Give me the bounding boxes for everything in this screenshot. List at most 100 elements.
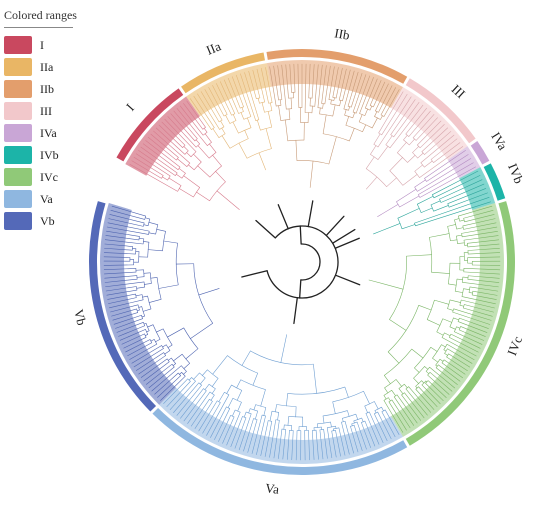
leaf-branch [197,93,220,130]
internal-branch [247,117,252,128]
internal-branch [136,286,146,289]
leaf-branch [112,312,139,321]
leaf-branch [138,150,176,176]
internal-branch [196,191,210,202]
leaf-branch [390,99,416,135]
leaf-branch [369,80,382,106]
leaf-branch [356,421,367,450]
leaf-branch [412,114,435,139]
internal-branch [380,115,383,120]
leaf-branch [415,201,491,227]
leaf-branch [164,118,197,153]
leaf-branch [252,69,261,99]
leaf-branch [381,411,396,438]
internal-branch [374,410,377,414]
internal-branch [212,128,220,138]
internal-branch [162,176,168,181]
leaf-branch [158,124,183,148]
legend-item-iia: IIa [4,56,95,78]
legend-label: Va [40,191,53,206]
internal-branch [355,413,359,420]
legend-item-vb: Vb [4,210,95,232]
internal-branch [421,380,425,384]
internal-branch [389,319,407,331]
backbone-arc [325,234,339,276]
leaf-branch [342,69,351,102]
internal-branch [287,416,290,426]
internal-branch [435,364,438,367]
leaf-branch [223,79,239,114]
leaf-branch [314,64,319,107]
leaf-branch [350,425,359,453]
internal-branch [232,409,236,417]
internal-branch [175,173,183,179]
legend-item-ivc: IVc [4,166,95,188]
leaf-branch [190,398,210,427]
leaf-branch [136,352,164,371]
internal-branch [430,200,441,206]
internal-branch [364,405,368,414]
internal-branch [141,315,145,318]
leaf-branch [244,72,260,121]
internal-branch [383,395,387,400]
leaf-branch [183,103,204,130]
leaf-branch [361,422,372,449]
internal-branch [413,377,419,384]
internal-branch [236,379,242,389]
leaf-branch [265,67,273,103]
internal-branch [387,351,400,364]
internal-branch [397,208,420,219]
internal-branch [362,124,367,133]
leaf-branch [236,74,252,117]
internal-branch [431,271,450,274]
internal-branch [172,363,176,366]
leaf-branch [380,87,396,116]
internal-branch [138,306,143,308]
internal-branch [183,363,190,369]
leaf-band-iib [266,59,403,108]
internal-branch [386,177,397,187]
internal-branch [279,99,282,106]
backbone-branch [334,274,361,286]
leaf-branch [160,375,186,401]
internal-branch [319,107,321,115]
legend: Colored ranges I IIa IIb III IVa IVb IVc Va Vb [0,0,95,232]
internal-branch [280,334,288,363]
internal-branch [430,347,438,352]
leaf-branch [347,71,359,107]
leaf-branch [319,429,324,460]
internal-branch [167,327,185,338]
leaf-branch [131,345,162,364]
leaf-branch [463,235,499,241]
leaf-branch [202,402,221,434]
internal-branch [313,363,317,394]
leaf-branch [204,89,223,121]
internal-branch [148,222,159,225]
leaf-branch [243,418,254,452]
clade-label-iib: IIb [333,25,351,42]
leaf-branch [338,68,347,101]
leaf-branch [421,127,448,152]
leaf-branch [104,239,144,245]
leaf-branch [234,417,247,449]
internal-branch [167,357,172,361]
leaf-branch [364,78,378,109]
leaf-branch [448,353,471,368]
leaf-branch [278,428,283,459]
range-ring-ivc [405,201,515,446]
leaf-branch [277,65,283,100]
leaf-branch [110,209,146,220]
leaf-branch [317,64,323,109]
internal-branch [444,353,448,356]
range-ring-iva [470,141,490,165]
leaf-branch [210,406,227,438]
internal-branch [424,160,433,168]
internal-branch [143,322,147,325]
leaf-branch [369,411,384,443]
internal-branch [183,371,187,375]
backbone-branch [241,270,268,278]
leaf-branch [446,343,475,361]
internal-branch [158,284,179,289]
leaf-branch [110,304,139,313]
internal-branch [238,142,248,159]
